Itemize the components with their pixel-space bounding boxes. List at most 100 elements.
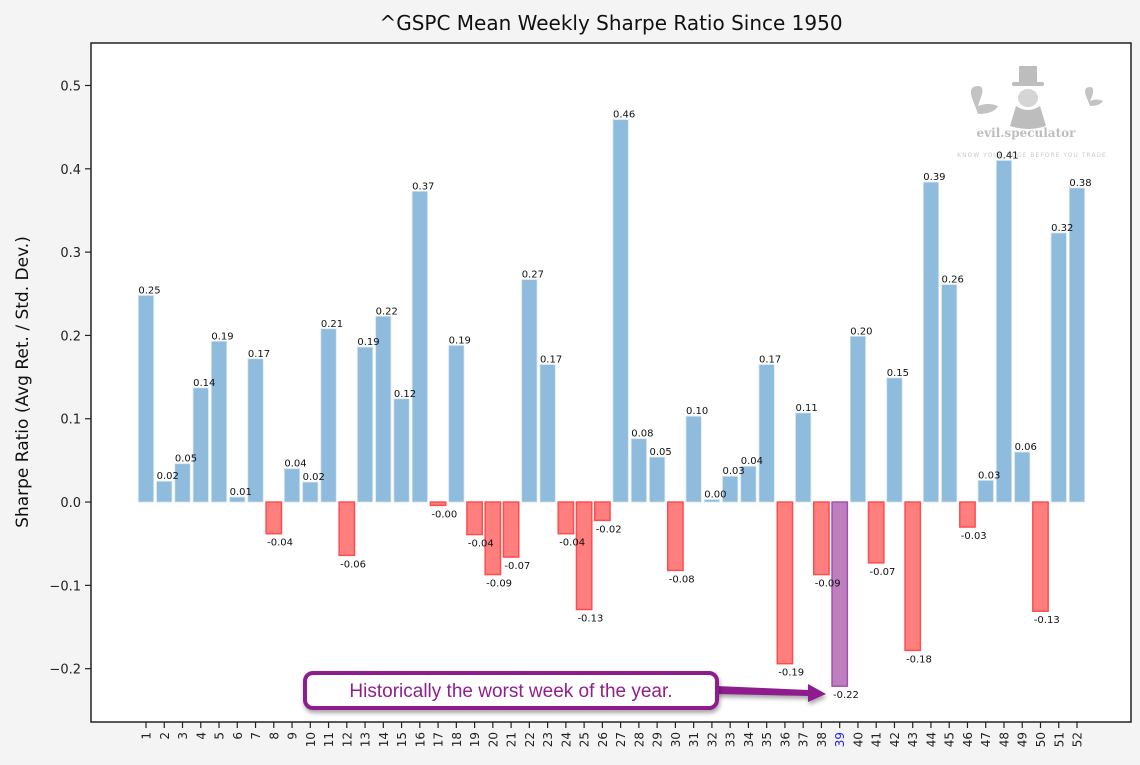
bar-value-label: 0.32 — [1051, 223, 1073, 234]
bar-week-10 — [302, 481, 319, 503]
bar-week-30 — [666, 501, 684, 572]
y-tick-label: 0.5 — [60, 79, 81, 94]
bar-value-label: -0.09 — [815, 579, 841, 590]
plot-area — [91, 43, 1131, 722]
bar-value-label: -0.13 — [1034, 615, 1060, 626]
x-tick-label: 9 — [286, 732, 300, 740]
bar-week-40 — [849, 335, 867, 503]
bar-week-37 — [795, 412, 812, 503]
x-tick-label: 24 — [559, 732, 573, 747]
bar-week-17 — [429, 501, 447, 507]
bar-week-6 — [229, 496, 246, 503]
x-tick-label: 47 — [979, 732, 993, 747]
x-tick-label: 27 — [614, 732, 628, 747]
bar-week-27 — [612, 119, 629, 503]
bar-value-label: 0.04 — [741, 456, 763, 467]
bar-value-label: 0.26 — [942, 275, 964, 286]
x-tick-label: 2 — [158, 732, 172, 740]
bar-week-21 — [502, 501, 520, 558]
bar-value-label: -0.02 — [596, 524, 622, 535]
bar-week-4 — [192, 387, 209, 503]
bar-value-label: -0.04 — [468, 539, 494, 550]
swan-icon-left — [970, 86, 998, 114]
bar-value-label: 0.19 — [357, 337, 379, 348]
y-tick-label: 0.4 — [60, 163, 81, 178]
bar-week-12 — [338, 501, 356, 557]
bar-week-49 — [1014, 451, 1031, 503]
y-tick-label: −0.1 — [49, 579, 81, 594]
bar-value-label: 0.25 — [138, 285, 160, 296]
x-tick-label: 22 — [523, 732, 537, 747]
bar-week-43 — [904, 501, 922, 652]
bar-week-23 — [539, 364, 556, 503]
bar-value-label: 0.37 — [412, 181, 434, 192]
bar-value-label: -0.04 — [559, 538, 585, 549]
bar-week-46 — [959, 501, 976, 528]
bar-week-25 — [575, 501, 593, 611]
bar-week-34 — [740, 465, 757, 503]
bar-week-1 — [137, 295, 155, 503]
bar-value-label: 0.41 — [996, 150, 1018, 161]
chart-title: ^GSPC Mean Weekly Sharpe Ratio Since 195… — [379, 11, 842, 35]
x-tick-label: 10 — [304, 732, 318, 747]
bar-value-label: 0.20 — [850, 326, 872, 337]
bar-value-label: -0.08 — [669, 574, 695, 585]
y-tick-label: 0.1 — [60, 413, 81, 428]
x-tick-label: 15 — [395, 732, 409, 747]
x-tick-label: 1 — [140, 732, 154, 740]
y-axis-label: Sharpe Ratio (Avg Ret. / Std. Dev.) — [13, 236, 33, 528]
bar-week-2 — [156, 480, 173, 503]
bar-value-label: -0.13 — [577, 614, 603, 625]
bar-week-42 — [886, 377, 903, 503]
bar-week-32 — [703, 499, 720, 503]
bar-week-20 — [484, 501, 502, 576]
bar-value-label: 0.21 — [321, 319, 343, 330]
x-tick-label: 34 — [742, 732, 756, 747]
bar-week-15 — [393, 398, 410, 503]
bar-value-label: 0.03 — [978, 470, 1000, 481]
bar-value-label: -0.07 — [504, 561, 530, 572]
annotation-arrow-icon — [716, 684, 826, 702]
y-tick-label: −0.2 — [49, 663, 81, 678]
x-tick-label: 43 — [906, 732, 920, 747]
bar-value-label: 0.17 — [540, 355, 562, 366]
bar-value-label: 0.08 — [631, 429, 653, 440]
axes-frame — [90, 42, 1132, 723]
x-tick-label: 11 — [322, 732, 336, 747]
bar-value-label: 0.02 — [303, 472, 325, 483]
x-tick-label: 46 — [961, 732, 975, 747]
bar-value-label: 0.04 — [284, 459, 306, 470]
bar-value-label: 0.19 — [449, 335, 471, 346]
bar-value-label: 0.14 — [193, 378, 215, 389]
x-tick-label: 28 — [632, 732, 646, 747]
x-tick-label: 26 — [596, 732, 610, 747]
bar-value-label: 0.02 — [157, 471, 179, 482]
x-tick-label: 21 — [505, 732, 519, 747]
x-tick-label: 29 — [651, 732, 665, 747]
bar-value-label: -0.07 — [870, 567, 896, 578]
x-tick-label: 7 — [249, 732, 263, 740]
y-tick-label: 0.0 — [60, 496, 81, 511]
bar-week-36 — [776, 501, 794, 665]
x-tick-label: 14 — [377, 732, 391, 747]
x-tick-label: 44 — [924, 732, 938, 747]
bar-week-24 — [557, 501, 575, 535]
bar-value-label: -0.09 — [486, 579, 512, 590]
bar-value-label: 0.27 — [522, 270, 544, 281]
bar-week-31 — [685, 415, 702, 503]
bar-week-9 — [283, 468, 301, 503]
x-tick-label: 35 — [760, 732, 774, 747]
bar-week-13 — [356, 346, 374, 503]
bar-value-label: 0.12 — [394, 389, 416, 400]
bar-value-label: 0.05 — [175, 454, 197, 465]
bar-week-19 — [466, 501, 484, 536]
bar-week-50 — [1032, 501, 1049, 612]
x-tick-label: 13 — [359, 732, 373, 747]
bar-week-44 — [922, 181, 940, 503]
x-tick-label: 33 — [724, 732, 738, 747]
x-tick-label: 50 — [1034, 732, 1048, 747]
bar-value-label: -0.19 — [778, 668, 804, 679]
bar-value-label: -0.03 — [961, 531, 987, 542]
bars-group — [137, 119, 1086, 687]
bar-value-label: 0.15 — [887, 368, 909, 379]
